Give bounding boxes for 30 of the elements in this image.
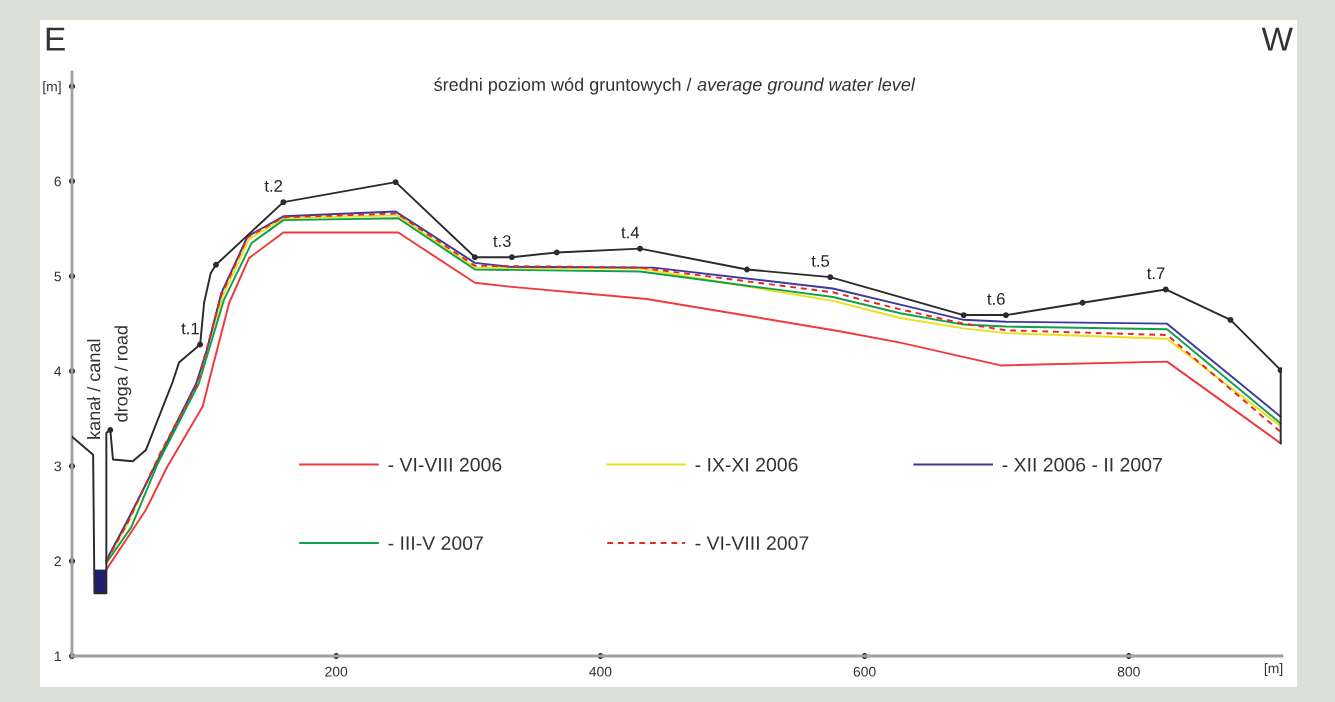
y-tick-label: 2	[54, 556, 61, 567]
annotation: kanał / canal	[87, 339, 101, 439]
y-tick-label: 6	[54, 176, 61, 187]
annotation: t.2	[264, 180, 283, 192]
x-tick-label: 200	[325, 666, 348, 677]
annotation: t.1	[181, 322, 199, 335]
annotation: t.3	[493, 235, 511, 247]
annotation: droga / road	[114, 326, 132, 422]
y-tick-label: 3	[54, 461, 61, 472]
x-axis-title: [m]	[1264, 663, 1283, 676]
y-tick-label: 5	[54, 271, 61, 282]
annotation: t.5	[811, 255, 830, 267]
legend-label: - XII 2006 - II 2007	[1002, 457, 1162, 472]
text: W	[1261, 27, 1293, 51]
y-tick-label: 4	[54, 366, 62, 377]
legend-label: - VI-VIII 2007	[695, 536, 809, 550]
y-tick-label: [m]	[43, 81, 61, 95]
legend-label: - VI-VIII 2006	[388, 457, 502, 472]
legend-label: - III-V 2007	[388, 536, 483, 550]
x-tick-label: 800	[1117, 666, 1140, 677]
x-tick-label: 400	[589, 666, 612, 677]
text: E	[46, 27, 65, 51]
annotation: t.4	[621, 226, 640, 239]
annotation: t.6	[987, 293, 1005, 305]
x-tick-label: 600	[853, 666, 876, 677]
legend-label: - IX-XI 2006	[695, 457, 798, 472]
chart-subtitle: average ground water level	[697, 77, 916, 95]
annotation: t.7	[1147, 267, 1165, 280]
y-tick-label: 1	[54, 651, 61, 662]
chart-title: średni poziom wód gruntowych /	[434, 77, 692, 95]
